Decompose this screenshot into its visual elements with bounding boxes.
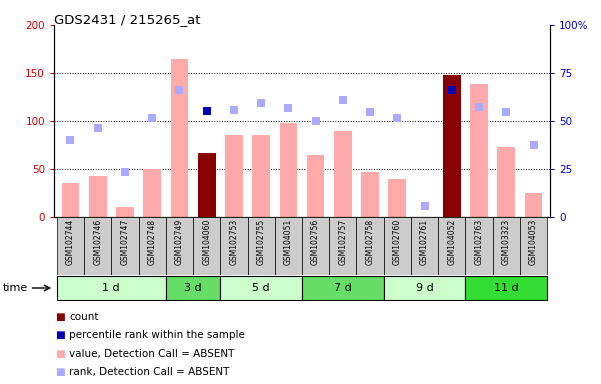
- Text: 9 d: 9 d: [416, 283, 433, 293]
- Text: GSM104052: GSM104052: [447, 219, 456, 265]
- Bar: [221, 217, 248, 275]
- Text: GSM102761: GSM102761: [420, 219, 429, 265]
- Bar: [329, 217, 356, 275]
- Text: GSM102747: GSM102747: [120, 219, 129, 265]
- Text: value, Detection Call = ABSENT: value, Detection Call = ABSENT: [69, 349, 234, 359]
- Point: [365, 109, 375, 116]
- Text: GSM102763: GSM102763: [475, 219, 484, 265]
- Bar: [383, 217, 411, 275]
- Text: GSM102749: GSM102749: [175, 219, 184, 265]
- Text: ■: ■: [55, 349, 65, 359]
- Bar: [166, 217, 193, 275]
- Text: GSM104051: GSM104051: [284, 219, 293, 265]
- Text: ■: ■: [55, 312, 65, 322]
- Bar: [275, 217, 302, 275]
- Text: time: time: [3, 283, 28, 293]
- Point: [392, 115, 402, 121]
- Text: GSM103323: GSM103323: [502, 219, 511, 265]
- Bar: [171, 59, 188, 217]
- Text: GSM104053: GSM104053: [529, 219, 538, 265]
- Point: [93, 125, 103, 131]
- Point: [529, 142, 538, 148]
- Bar: [383, 276, 465, 300]
- Text: GSM102755: GSM102755: [257, 219, 266, 265]
- Point: [202, 108, 212, 114]
- Text: GSM102746: GSM102746: [93, 219, 102, 265]
- Text: GSM102756: GSM102756: [311, 219, 320, 265]
- Bar: [166, 276, 221, 300]
- Bar: [498, 147, 515, 217]
- Text: ■: ■: [55, 330, 65, 340]
- Point: [66, 137, 75, 143]
- Text: GSM102753: GSM102753: [230, 219, 239, 265]
- Bar: [225, 136, 243, 217]
- Point: [501, 109, 511, 116]
- Bar: [493, 217, 520, 275]
- Point: [474, 104, 484, 110]
- Bar: [443, 75, 461, 217]
- Text: GSM102757: GSM102757: [338, 219, 347, 265]
- Text: GSM102744: GSM102744: [66, 219, 75, 265]
- Point: [311, 118, 320, 124]
- Bar: [388, 179, 406, 217]
- Bar: [221, 276, 302, 300]
- Bar: [356, 217, 383, 275]
- Bar: [252, 136, 270, 217]
- Point: [175, 87, 185, 93]
- Text: count: count: [69, 312, 99, 322]
- Bar: [465, 276, 547, 300]
- Text: GSM102760: GSM102760: [393, 219, 402, 265]
- Bar: [279, 123, 297, 217]
- Text: percentile rank within the sample: percentile rank within the sample: [69, 330, 245, 340]
- Text: 7 d: 7 d: [334, 283, 352, 293]
- Bar: [89, 176, 106, 217]
- Bar: [248, 217, 275, 275]
- Bar: [57, 217, 84, 275]
- Bar: [520, 217, 547, 275]
- Bar: [334, 131, 352, 217]
- Bar: [470, 84, 488, 217]
- Point: [257, 100, 266, 106]
- Bar: [438, 217, 465, 275]
- Bar: [84, 217, 111, 275]
- Bar: [411, 217, 438, 275]
- Text: 1 d: 1 d: [103, 283, 120, 293]
- Point: [447, 87, 457, 93]
- Bar: [198, 153, 216, 217]
- Text: GSM102748: GSM102748: [148, 219, 157, 265]
- Bar: [193, 217, 221, 275]
- Bar: [525, 193, 543, 217]
- Point: [419, 204, 429, 210]
- Text: GSM102758: GSM102758: [365, 219, 374, 265]
- Bar: [307, 155, 325, 217]
- Point: [284, 106, 293, 112]
- Text: rank, Detection Call = ABSENT: rank, Detection Call = ABSENT: [69, 367, 230, 377]
- Bar: [139, 217, 166, 275]
- Bar: [361, 172, 379, 217]
- Text: ■: ■: [55, 367, 65, 377]
- Bar: [465, 217, 493, 275]
- Point: [147, 115, 157, 121]
- Text: 3 d: 3 d: [185, 283, 202, 293]
- Text: GSM104060: GSM104060: [202, 219, 211, 265]
- Text: 11 d: 11 d: [494, 283, 519, 293]
- Text: GDS2431 / 215265_at: GDS2431 / 215265_at: [54, 13, 201, 26]
- Bar: [111, 217, 139, 275]
- Text: 5 d: 5 d: [252, 283, 270, 293]
- Bar: [57, 276, 166, 300]
- Point: [229, 108, 239, 114]
- Bar: [302, 276, 383, 300]
- Bar: [143, 169, 161, 217]
- Point: [120, 169, 130, 175]
- Bar: [302, 217, 329, 275]
- Bar: [61, 184, 79, 217]
- Point: [338, 97, 347, 103]
- Bar: [116, 207, 134, 217]
